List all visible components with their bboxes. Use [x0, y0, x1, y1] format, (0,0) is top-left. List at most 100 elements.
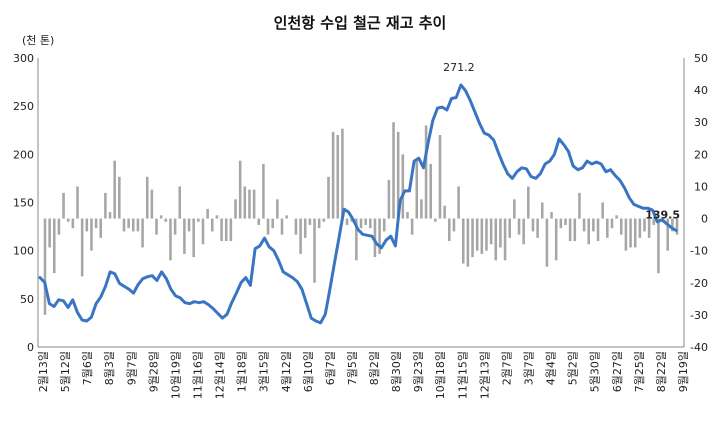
- bar-mark: [201, 218, 205, 245]
- bar-mark: [531, 218, 535, 232]
- bar-mark: [615, 215, 618, 219]
- bar-mark: [443, 205, 446, 219]
- label-group: 271.2 139.5: [443, 61, 680, 221]
- bar-mark: [122, 218, 126, 232]
- bar-mark: [396, 131, 400, 219]
- line-series-path: [38, 83, 678, 325]
- bar-mark: [671, 218, 674, 232]
- right-axis-tick-label: -30: [690, 309, 708, 322]
- bar-mark: [503, 218, 507, 261]
- bar-mark: [90, 218, 93, 251]
- bar-mark: [475, 218, 479, 251]
- x-tick-label: 6월27일: [610, 351, 624, 392]
- bar-mark: [229, 218, 233, 242]
- right-axis-tick-label: 50: [694, 52, 708, 65]
- bar-mark: [564, 218, 567, 225]
- line-series-group: [38, 83, 678, 325]
- bar-mark: [606, 218, 609, 238]
- x-tick-label: 2월13일: [36, 351, 50, 392]
- bar-mark: [308, 218, 312, 225]
- x-tick-label: 9월23일: [411, 351, 425, 392]
- bar-mark: [327, 176, 330, 219]
- x-tick-label: 10월18일: [433, 351, 447, 399]
- bar-mark: [582, 218, 586, 232]
- left-axis-tick-label: 100: [13, 245, 34, 258]
- bar-mark: [224, 218, 228, 242]
- bar-mark: [187, 218, 191, 232]
- x-tick-label: 3월7일: [522, 351, 536, 385]
- bar-mark: [76, 186, 79, 219]
- bar-mark: [243, 186, 247, 219]
- x-tick-label: 11월16일: [191, 351, 205, 399]
- bar-mark: [369, 218, 372, 229]
- bar-mark: [173, 218, 177, 235]
- bar-mark: [104, 192, 107, 219]
- bar-mark: [313, 218, 316, 283]
- bar-mark: [141, 218, 144, 248]
- bar-mark: [276, 199, 279, 219]
- bar-mark: [80, 218, 84, 277]
- bar-mark: [48, 218, 51, 248]
- bar-mark: [540, 202, 544, 219]
- bar-mark: [248, 189, 251, 219]
- bar-mark: [364, 218, 367, 225]
- x-tick-label: 8월2일: [367, 351, 381, 385]
- bar-mark: [448, 218, 451, 242]
- bar-mark: [592, 218, 595, 232]
- bar-mark: [610, 218, 614, 229]
- right-axis-tick-label: -20: [690, 277, 708, 290]
- bar-mark: [280, 218, 284, 235]
- bar-mark: [108, 212, 112, 219]
- bar-mark: [466, 218, 470, 267]
- bar-mark: [559, 218, 563, 229]
- bar-mark: [145, 176, 149, 219]
- x-tick-label: 12월14일: [213, 351, 227, 399]
- x-tick-label: 9월7일: [124, 351, 138, 385]
- bar-mark: [52, 218, 56, 274]
- bar-mark: [85, 218, 89, 232]
- bar-mark: [480, 218, 484, 254]
- x-tick-label: 8월22일: [654, 351, 668, 392]
- bar-mark: [452, 218, 456, 232]
- bar-mark: [271, 218, 274, 229]
- bar-mark: [331, 131, 335, 219]
- right-axis-tick-label: -40: [690, 341, 708, 354]
- bar-mark: [406, 212, 409, 219]
- chart-title: 인천항 수입 철근 재고 추이: [274, 14, 447, 32]
- x-tick-label: 3월15일: [257, 351, 271, 392]
- bar-mark: [494, 218, 498, 261]
- bar-mark: [206, 208, 209, 219]
- x-tick-label: 9월19일: [676, 351, 690, 392]
- x-tick-label: 12월13일: [477, 351, 491, 399]
- peak-data-label: 271.2: [443, 61, 475, 74]
- x-tick-label: 2월7일: [499, 351, 513, 385]
- bar-mark: [424, 125, 428, 219]
- bar-mark: [638, 218, 642, 238]
- bar-mark: [359, 218, 363, 229]
- bar-mark: [234, 199, 237, 219]
- unit-label: (천 톤): [22, 33, 54, 47]
- bar-mark: [118, 176, 121, 219]
- bar-mark: [66, 218, 70, 222]
- bar-mark: [211, 218, 214, 232]
- bar-mark: [197, 218, 200, 222]
- x-tick-label: 6월7일: [323, 351, 337, 385]
- left-axis-tick-label: 150: [13, 197, 34, 210]
- bar-mark: [499, 218, 502, 248]
- bar-mark: [355, 218, 358, 261]
- bar-mark: [601, 202, 604, 219]
- bar-mark: [489, 218, 493, 245]
- bar-mark: [164, 218, 168, 222]
- right-axis-tick-label: -10: [690, 245, 708, 258]
- bar-mark: [57, 218, 61, 235]
- bar-mark: [596, 218, 600, 242]
- right-axis-tick-label: 40: [694, 84, 708, 97]
- x-tick-label: 8월3일: [102, 351, 116, 385]
- right-axis-tick-label: 30: [694, 116, 708, 129]
- bar-mark: [131, 218, 135, 232]
- bar-mark: [657, 218, 660, 274]
- bar-mark: [392, 122, 395, 219]
- bar-mark: [629, 218, 632, 248]
- bar-mark: [192, 218, 195, 258]
- x-tick-label: 1월18일: [235, 351, 249, 392]
